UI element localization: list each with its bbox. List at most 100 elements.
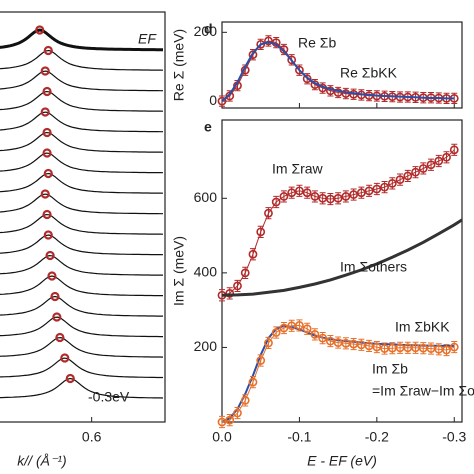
mdc-curve [0, 336, 164, 358]
mdc-curve [0, 377, 164, 399]
data-point [233, 408, 242, 418]
data-point [411, 167, 420, 177]
y-axis-label: Im Σ (meV) [171, 236, 187, 306]
data-point [310, 192, 320, 201]
legend-label: Re Σb [298, 35, 336, 51]
mdc-curve [0, 316, 163, 338]
mdc-curve [0, 131, 164, 153]
data-point [341, 192, 351, 201]
peak-marker [42, 209, 52, 220]
peak-marker [43, 45, 53, 56]
data-point [372, 184, 382, 194]
data-point [256, 227, 266, 237]
mdc-curve [0, 357, 163, 379]
data-point [287, 55, 297, 65]
data-point [248, 50, 258, 60]
data-point [248, 249, 258, 259]
mdc-curve [0, 254, 163, 276]
peak-marker [40, 107, 50, 117]
data-point [256, 356, 266, 365]
peak-marker [40, 189, 50, 199]
x-axis-label: E - EF (eV) [307, 453, 377, 469]
peak-marker [47, 271, 57, 281]
panel-label: d [204, 21, 213, 37]
legend-label: Re ΣbKK [340, 65, 398, 81]
y-tick-label: 400 [194, 264, 218, 280]
annotation: =Im Σraw−Im Σothers [372, 383, 474, 399]
data-point [325, 336, 335, 346]
mdc-curve [0, 49, 164, 71]
series-line [221, 40, 455, 102]
y-tick-label: 0 [209, 92, 217, 108]
x-tick-label: 0.0 [212, 429, 232, 445]
legend-label: Im Σb [372, 361, 408, 377]
data-point [426, 160, 436, 170]
data-point [380, 182, 389, 192]
x-axis-label: k// (Å⁻¹) [17, 453, 66, 469]
peak-marker [42, 127, 52, 138]
data-point [225, 288, 235, 298]
legend-label: Im Σraw [272, 161, 324, 177]
data-point [449, 145, 459, 155]
data-point [442, 152, 451, 162]
x-tick-label: 0.6 [82, 429, 102, 445]
data-point [248, 377, 258, 387]
y-tick-label: 600 [194, 189, 218, 205]
x-tick-label: -0.3 [442, 429, 466, 445]
data-point [302, 74, 312, 84]
data-point [217, 417, 227, 427]
data-point [225, 415, 235, 425]
mdc-curve [0, 234, 164, 256]
peak-marker [42, 148, 52, 158]
data-point [387, 178, 397, 188]
peak-marker [52, 312, 62, 322]
data-point [310, 329, 320, 339]
data-point [256, 39, 266, 49]
mdc-curve [0, 295, 163, 317]
annotation: EF [138, 31, 157, 47]
y-tick-label: 200 [194, 23, 218, 39]
data-point [279, 192, 289, 201]
data-point [295, 65, 304, 75]
x-tick-label: -0.2 [365, 429, 389, 445]
peak-marker [55, 332, 65, 343]
mdc-curve [0, 275, 163, 297]
y-tick-label: 200 [194, 338, 218, 354]
data-point [264, 338, 273, 348]
peak-marker [42, 86, 52, 97]
mdc-curve [0, 28, 163, 52]
mdc-curve [0, 193, 163, 215]
data-point [302, 324, 312, 334]
data-point [271, 197, 281, 207]
legend-label: Im Σothers [340, 259, 407, 275]
data-point [264, 208, 273, 218]
frame [221, 21, 463, 109]
data-point [240, 268, 250, 278]
data-point [279, 45, 289, 54]
data-point [442, 345, 451, 355]
data-point [372, 342, 382, 352]
data-point [295, 321, 304, 330]
peak-marker [43, 168, 53, 179]
annotation: -0.3eV [88, 389, 130, 405]
peak-marker [60, 353, 70, 363]
data-point [364, 186, 374, 196]
data-point [264, 36, 273, 46]
data-point [240, 395, 250, 405]
mdc-curve [0, 172, 164, 194]
peak-marker [35, 25, 45, 35]
frame [0, 11, 166, 423]
data-point [302, 188, 312, 198]
peak-marker [50, 291, 60, 302]
data-point [295, 186, 304, 196]
mdc-curve [0, 70, 163, 92]
data-point [395, 175, 405, 185]
x-tick-label: -0.1 [287, 429, 311, 445]
panel-label: e [204, 119, 212, 135]
mdc-curve [0, 213, 164, 235]
peak-marker [43, 230, 53, 240]
data-point [318, 333, 328, 343]
mdc-curve [0, 152, 164, 174]
